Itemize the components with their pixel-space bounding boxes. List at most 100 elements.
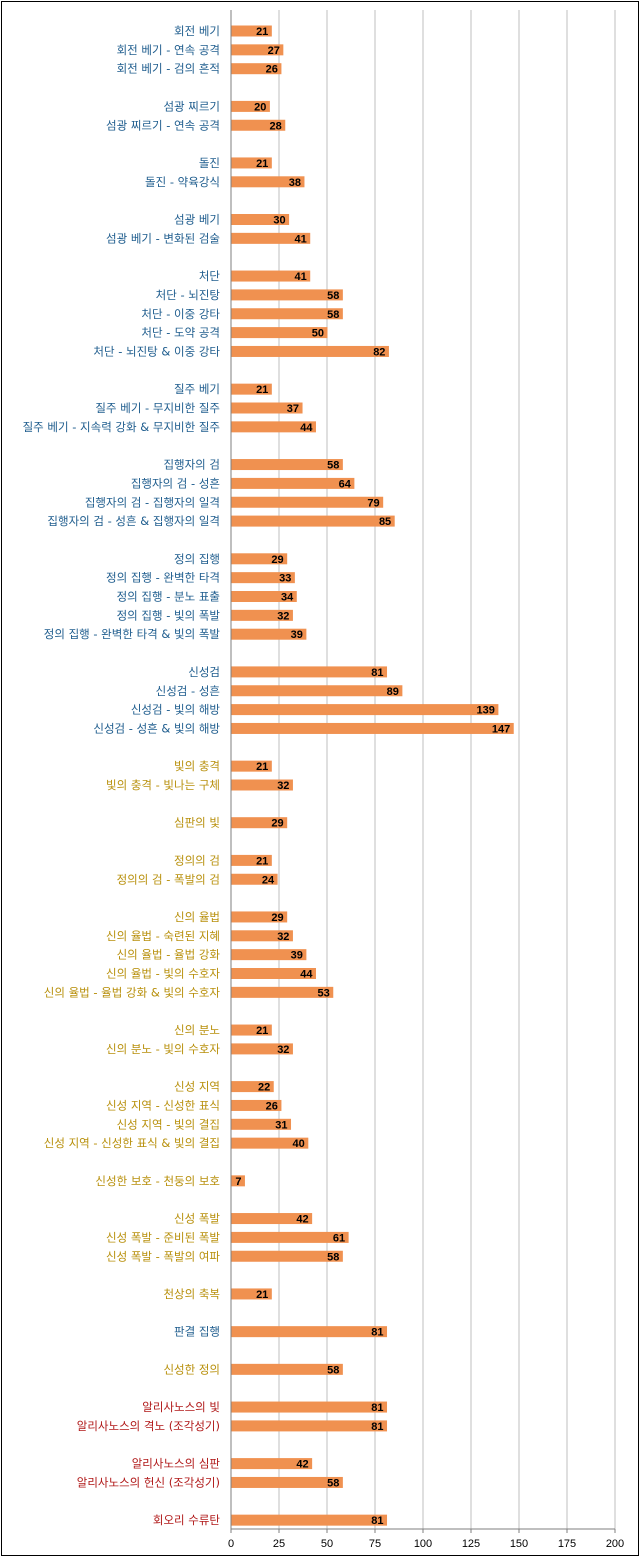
bar <box>231 1514 388 1526</box>
value-label: 20 <box>254 101 266 113</box>
bar <box>231 515 395 527</box>
bar <box>231 214 290 225</box>
category-label: 처단 - 뇌진탕 <box>156 288 221 302</box>
category-label: 회오리 수류탄 <box>153 1513 221 1527</box>
bar <box>231 628 307 640</box>
category-label: 섬광 베기 <box>174 213 220 227</box>
category-label: 신의 율법 - 율법 강화 & 빛의 수호자 <box>44 985 221 999</box>
bar <box>231 63 282 75</box>
value-label: 64 <box>339 478 352 490</box>
category-label: 빛의 충격 - 빛나는 구체 <box>106 778 220 792</box>
value-label: 41 <box>294 271 306 283</box>
category-label: 회전 베기 - 검의 흔적 <box>117 62 220 76</box>
value-label: 38 <box>289 177 301 189</box>
value-label: 44 <box>300 969 313 981</box>
category-label: 신성 지역 - 빛의 결집 <box>117 1117 220 1131</box>
category-label: 집행자의 검 - 성흔 & 집행자의 일격 <box>47 514 220 528</box>
bar <box>231 383 272 395</box>
value-label: 89 <box>387 686 399 698</box>
category-label: 처단 - 이중 강타 <box>141 307 220 321</box>
bar <box>231 704 499 716</box>
bar <box>231 1175 245 1187</box>
bar <box>231 176 305 188</box>
value-label: 81 <box>371 1327 383 1339</box>
value-label: 29 <box>271 912 283 924</box>
bar <box>231 1363 343 1375</box>
category-label: 천상의 축복 <box>163 1287 220 1301</box>
bar <box>231 421 316 433</box>
value-label: 26 <box>266 1100 278 1112</box>
bar <box>231 1231 349 1243</box>
bar <box>231 572 295 584</box>
category-label: 섬광 찌르기 <box>163 99 220 113</box>
value-label: 58 <box>327 309 339 321</box>
value-label: 32 <box>277 1044 289 1056</box>
bar <box>231 609 293 621</box>
category-label: 알리사노스의 격노 (조각성기) <box>77 1419 220 1433</box>
value-label: 42 <box>296 1459 308 1471</box>
category-label: 신성 폭발 - 폭발의 여파 <box>106 1249 220 1263</box>
bar <box>231 119 286 131</box>
category-label: 신의 분노 <box>174 1023 220 1037</box>
value-label: 7 <box>235 1176 241 1188</box>
bar <box>231 1043 293 1055</box>
bar <box>231 1213 313 1225</box>
bar <box>231 1476 343 1488</box>
category-label: 섬광 찌르기 - 연속 공격 <box>106 118 220 132</box>
category-label: 신성검 - 빛의 해방 <box>131 703 221 717</box>
gridlines <box>278 10 616 1529</box>
bar <box>231 779 293 791</box>
x-tick-label: 125 <box>462 1538 480 1550</box>
category-label: 신성 지역 - 신성한 표식 <box>106 1098 220 1112</box>
category-label: 신의 율법 - 숙련된 지혜 <box>106 929 220 943</box>
bar <box>231 553 288 565</box>
category-label: 정의 집행 - 완벽한 타격 <box>106 571 220 585</box>
value-label: 21 <box>256 855 268 867</box>
category-label: 정의 집행 - 빛의 폭발 <box>117 608 221 622</box>
category-label: 처단 - 뇌진탕 & 이중 강타 <box>93 344 220 358</box>
bar <box>231 1288 272 1300</box>
value-label: 82 <box>373 346 385 358</box>
value-label: 147 <box>492 723 510 735</box>
bar <box>231 100 270 112</box>
bar <box>231 1458 313 1470</box>
value-label: 21 <box>256 384 268 396</box>
value-label: 79 <box>367 497 379 509</box>
category-label: 신성 지역 - 신성한 표식 & 빛의 결집 <box>44 1136 220 1150</box>
value-label: 139 <box>477 705 495 717</box>
bar <box>231 345 389 357</box>
bar <box>231 949 307 961</box>
x-tick-label: 200 <box>606 1538 624 1550</box>
bar <box>231 1099 282 1111</box>
category-label: 신성 폭발 - 준비된 폭발 <box>106 1230 220 1244</box>
category-label: 처단 - 도약 공격 <box>141 326 220 340</box>
bar <box>231 232 311 244</box>
value-label: 40 <box>293 1138 305 1150</box>
value-label: 53 <box>318 987 330 999</box>
x-tick-label: 100 <box>414 1538 432 1550</box>
bar <box>231 873 278 885</box>
bar <box>231 817 288 829</box>
bar <box>231 986 334 998</box>
value-label: 32 <box>277 780 289 792</box>
value-label: 34 <box>281 592 294 604</box>
value-label: 21 <box>256 158 268 170</box>
category-label: 정의의 검 - 폭발의 검 <box>117 872 220 886</box>
category-label: 돌진 <box>199 156 220 170</box>
bar <box>231 1401 388 1413</box>
category-label: 질주 베기 - 무지비한 질주 <box>95 401 220 415</box>
bar <box>231 270 311 282</box>
value-label: 39 <box>291 950 303 962</box>
category-label: 정의의 검 <box>174 853 220 867</box>
bar <box>231 402 303 414</box>
value-label: 21 <box>256 761 268 773</box>
category-label: 신성 폭발 <box>174 1212 220 1226</box>
bar <box>231 760 272 772</box>
category-label: 정의 집행 - 완벽한 타격 & 빛의 폭발 <box>44 627 221 641</box>
bar <box>231 327 328 339</box>
value-label: 31 <box>275 1119 287 1131</box>
category-label: 신의 율법 - 빛의 수호자 <box>106 967 220 981</box>
category-label: 정의 집행 <box>174 552 220 566</box>
